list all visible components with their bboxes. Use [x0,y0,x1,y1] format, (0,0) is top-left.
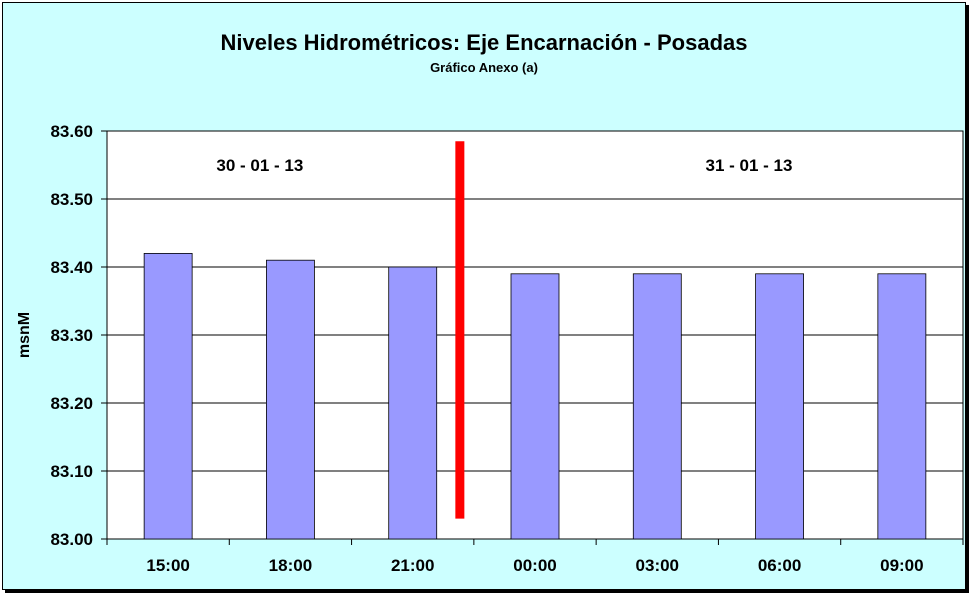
y-axis: 83.00 83.10 83.20 83.30 83.40 83.50 83.60 [50,122,107,549]
chart-title: Niveles Hidrométricos: Eje Encarnación -… [220,30,748,55]
x-axis: 15:00 18:00 21:00 00:00 03:00 06:00 09:00 [106,539,964,575]
y-tick-label: 83.20 [50,394,93,413]
bar-0600 [755,273,804,540]
x-tick-label: 09:00 [880,556,923,575]
bar-1500 [143,252,193,540]
y-tick-label: 83.40 [50,258,93,277]
y-tick-label: 83.10 [50,462,93,481]
y-tick-label: 83.30 [50,326,93,345]
y-tick-label: 83.50 [50,190,93,209]
x-tick-label: 03:00 [636,556,679,575]
bars [143,252,927,540]
x-tick-label: 15:00 [146,556,189,575]
y-tick-label: 83.60 [50,122,93,141]
bar-0000 [510,273,560,540]
chart-subtitle: Gráfico Anexo (a) [430,60,538,75]
bar-0300 [632,273,682,540]
date-label-right: 31 - 01 - 13 [706,156,793,175]
bar-chart: 83.00 83.10 83.20 83.30 83.40 83.50 83.60 15:0… [16,122,964,575]
y-axis-label: msnM [16,312,33,358]
x-tick-label: 21:00 [391,556,434,575]
bar-1800 [266,259,315,540]
x-tick-label: 06:00 [758,556,801,575]
x-tick-label: 00:00 [513,556,556,575]
x-tick-label: 18:00 [269,556,312,575]
date-label-left: 30 - 01 - 13 [216,156,303,175]
bar-2100 [388,266,438,540]
gridlines [107,198,963,472]
bar-0900 [877,273,927,540]
y-tick-label: 83.00 [50,530,93,549]
